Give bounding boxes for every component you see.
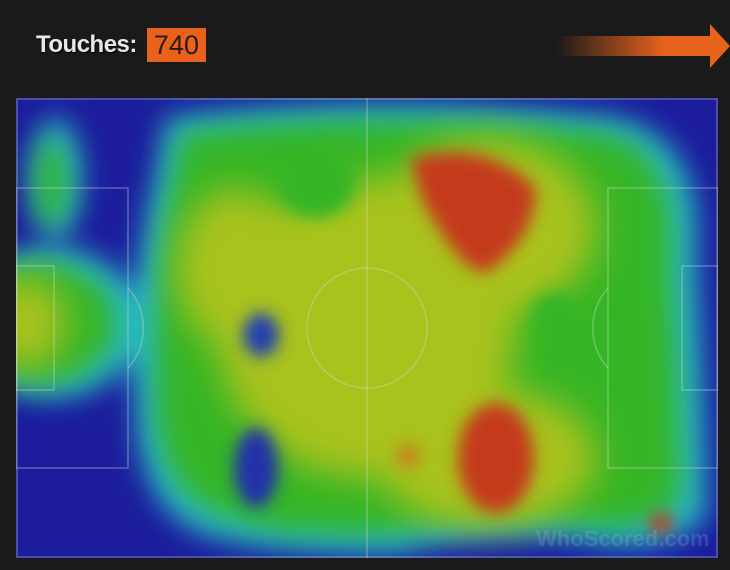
heat-layer-cold-spots [234,148,581,508]
touches-label: Touches: [36,31,137,58]
touches-count-badge: 740 [146,28,206,62]
touch-heatmap: WhoScored.com [16,98,718,558]
touches-header: Touches: 740 [36,28,206,62]
heat-layer-red [396,152,673,533]
arrow-right-icon [556,24,730,68]
whoscored-watermark: WhoScored.com [536,526,710,551]
pitch-lines [16,98,718,558]
